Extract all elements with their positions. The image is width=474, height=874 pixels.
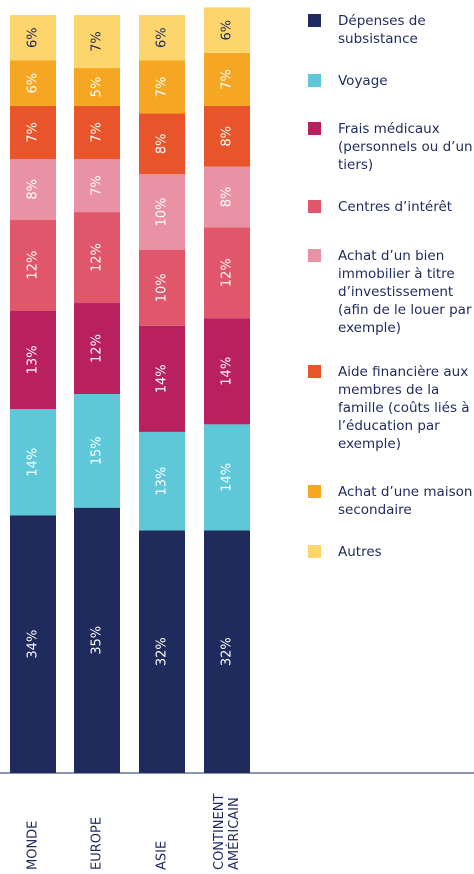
- value-label: 7%: [220, 69, 235, 90]
- bar-segment: [10, 515, 56, 773]
- value-label: 7%: [90, 175, 105, 196]
- value-label: 15%: [90, 436, 105, 465]
- value-label: 12%: [220, 258, 235, 287]
- bar-segment: [10, 409, 56, 516]
- bar-segment: [204, 166, 250, 228]
- bar-segment: [10, 60, 56, 106]
- value-label: 8%: [220, 187, 235, 208]
- bar-segment: [10, 219, 56, 311]
- bar-segment: [74, 68, 120, 106]
- legend-label: Centres d’intérêt: [338, 199, 453, 215]
- legend-swatch: [308, 545, 321, 558]
- legend-item: Autres: [308, 543, 474, 561]
- bar-segment: [204, 227, 250, 319]
- value-label: 5%: [90, 77, 105, 98]
- value-label: 13%: [26, 345, 41, 374]
- value-label: 10%: [155, 273, 170, 302]
- value-label: 35%: [90, 626, 105, 655]
- value-label: 6%: [26, 73, 41, 94]
- legend-item: Achat d’une maison secondaire: [308, 483, 474, 519]
- value-label: 14%: [220, 463, 235, 492]
- legend-item: Achat d’un bien immobilier à titre d’inv…: [308, 247, 474, 337]
- legend-label: Frais médicaux (personnels ou d’un tiers…: [338, 121, 473, 173]
- legend-swatch: [308, 200, 321, 213]
- bar-segment: [139, 530, 185, 773]
- value-label: 34%: [26, 630, 41, 659]
- value-label: 8%: [155, 134, 170, 155]
- value-label: 12%: [90, 334, 105, 363]
- legend-swatch: [308, 122, 321, 135]
- bar-segment: [10, 159, 56, 220]
- bar-segment: [139, 325, 185, 432]
- legend-label: Aide financière aux membres de la famill…: [338, 364, 470, 452]
- bar-segment: [74, 15, 120, 69]
- value-label: 6%: [220, 20, 235, 41]
- legend-item: Frais médicaux (personnels ou d’un tiers…: [308, 120, 474, 174]
- bar-segment: [204, 105, 250, 167]
- legend-item: Aide financière aux membres de la famill…: [308, 363, 474, 453]
- bar-segment: [74, 394, 120, 508]
- value-label: 7%: [90, 31, 105, 52]
- legend-swatch: [308, 14, 321, 27]
- legend-swatch: [308, 485, 321, 498]
- value-label: 32%: [155, 637, 170, 666]
- bar-segment: [74, 507, 120, 773]
- bar-segment: [204, 7, 250, 53]
- value-label: 14%: [26, 448, 41, 477]
- legend-swatch: [308, 249, 321, 262]
- bar-segment: [139, 60, 185, 114]
- legend-label: Voyage: [338, 73, 388, 89]
- value-label: 6%: [155, 27, 170, 48]
- legend-label: Achat d’un bien immobilier à titre d’inv…: [338, 248, 472, 336]
- category-label: EUROPE: [89, 816, 105, 870]
- legend-swatch: [308, 74, 321, 87]
- bar-segment: [74, 159, 120, 213]
- bar-segment: [10, 310, 56, 410]
- bar-segment: [139, 249, 185, 326]
- bar-segment: [74, 212, 120, 304]
- value-label: 12%: [26, 251, 41, 280]
- legend-label: Autres: [338, 544, 382, 560]
- legend-label: Achat d’une maison secondaire: [338, 484, 473, 518]
- category-label: ASIE: [154, 840, 170, 870]
- category-label: MONDE: [25, 820, 41, 870]
- value-label: 13%: [155, 467, 170, 496]
- bar-segment: [10, 105, 56, 160]
- legend-item: Dépenses de subsistance: [308, 12, 474, 48]
- bar-segment: [139, 113, 185, 175]
- legend-swatch: [308, 365, 321, 378]
- bar-segment: [10, 15, 56, 61]
- value-label: 7%: [155, 77, 170, 98]
- value-label: 8%: [26, 179, 41, 200]
- category-label: CONTINENT AMÉRICAIN: [212, 793, 242, 870]
- bar-segment: [74, 303, 120, 394]
- bar-segment: [139, 174, 185, 250]
- value-label: 14%: [220, 357, 235, 386]
- value-label: 12%: [90, 243, 105, 272]
- bar-segment: [139, 15, 185, 61]
- bar-segment: [139, 431, 185, 531]
- legend-label: Dépenses de subsistance: [338, 13, 426, 47]
- bar-segment: [74, 105, 120, 160]
- bar-segment: [204, 318, 250, 425]
- value-label: 10%: [155, 198, 170, 227]
- value-label: 32%: [220, 637, 235, 666]
- bar-segment: [204, 52, 250, 106]
- legend-item: Centres d’intérêt: [308, 198, 474, 216]
- value-label: 7%: [26, 122, 41, 143]
- value-label: 6%: [26, 27, 41, 48]
- bar-segment: [204, 424, 250, 531]
- legend-item: Voyage: [308, 72, 474, 90]
- value-label: 8%: [220, 126, 235, 147]
- value-label: 14%: [155, 364, 170, 393]
- bar-segment: [204, 530, 250, 773]
- value-label: 7%: [90, 122, 105, 143]
